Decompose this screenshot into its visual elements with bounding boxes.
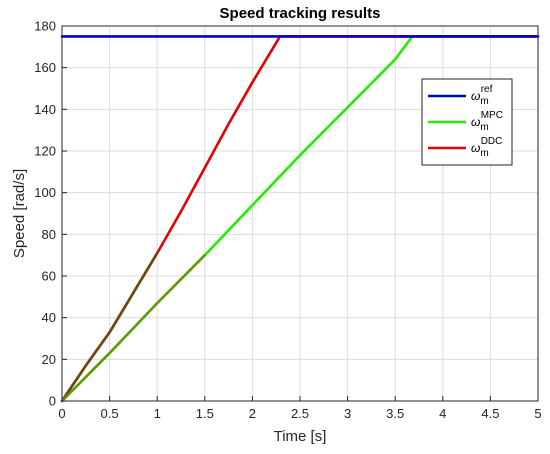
y-tick-label: 140: [34, 102, 56, 117]
x-tick-label: 1: [154, 406, 161, 421]
x-tick-label: 2: [249, 406, 256, 421]
x-tick-label: 0.5: [101, 406, 119, 421]
x-tick-label: 2.5: [291, 406, 309, 421]
series-overlap-segment: [60, 251, 159, 403]
x-tick-label: 1.5: [196, 406, 214, 421]
y-tick-label: 100: [34, 185, 56, 200]
y-tick-label: 0: [49, 394, 56, 409]
x-tick-label: 3.5: [386, 406, 404, 421]
y-axis-title: Speed [rad/s]: [11, 169, 28, 258]
x-axis-title: Time [s]: [274, 428, 327, 445]
y-tick-label: 80: [42, 227, 56, 242]
legend-entry-label: ωmDDC: [471, 136, 502, 159]
y-tick-label: 180: [34, 19, 56, 34]
legend: ωmref ωmMPC ωmDDC: [421, 78, 513, 166]
x-tick-label: 4: [439, 406, 446, 421]
y-tick-label: 40: [42, 310, 56, 325]
series-overlap-segment-mpc: [60, 253, 207, 403]
y-tick-label: 20: [42, 352, 56, 367]
series-group: [60, 35, 540, 403]
legend-entry-label: ωmref: [471, 84, 493, 107]
legend-entry-label: ωmMPC: [471, 110, 503, 133]
x-tick-label: 4.5: [481, 406, 499, 421]
chart-title: Speed tracking results: [220, 5, 381, 22]
tick-labels: 0 0.5 1 1.5 2 2.5 3 3.5 4 4.5 5 0 20 40 60 80 100 120 140 1…: [34, 19, 541, 422]
y-tick-label: 120: [34, 144, 56, 159]
x-tick-label: 5: [534, 406, 541, 421]
x-tick-label: 3: [344, 406, 351, 421]
y-tick-label: 60: [42, 269, 56, 284]
y-tick-label: 160: [34, 60, 56, 75]
x-tick-label: 0: [58, 406, 65, 421]
